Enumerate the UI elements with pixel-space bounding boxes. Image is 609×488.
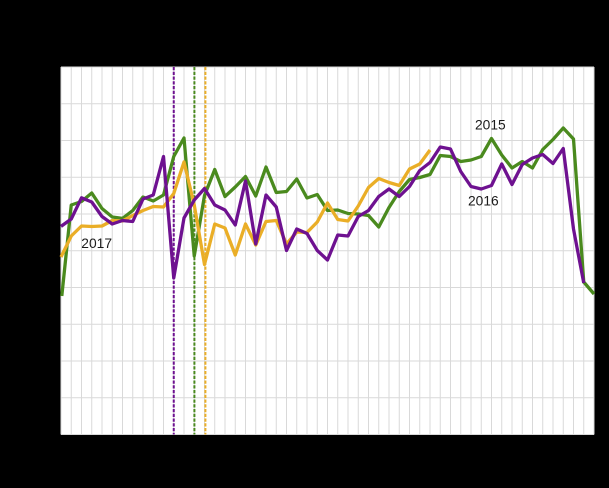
svg-text:2017: 2017 [81, 236, 112, 251]
svg-text:2015: 2015 [475, 118, 506, 133]
svg-text:2016: 2016 [468, 194, 499, 209]
